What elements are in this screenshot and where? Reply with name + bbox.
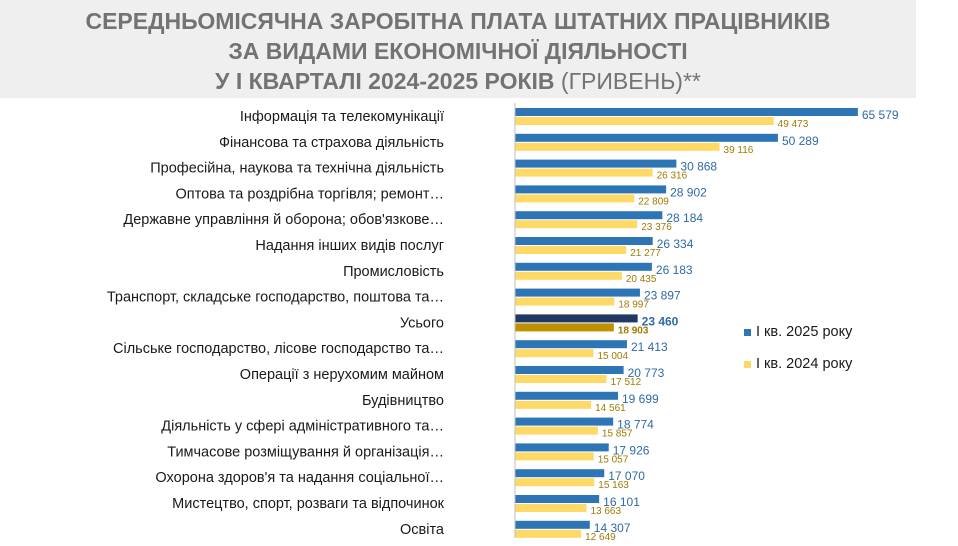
category-label: Усього bbox=[400, 315, 444, 331]
category-label: Фінансова та страхова діяльність bbox=[219, 135, 444, 151]
bar-2024 bbox=[515, 117, 774, 125]
bar-2025 bbox=[515, 340, 627, 349]
value-label-2024: 15 057 bbox=[598, 454, 629, 465]
value-label-2024: 17 512 bbox=[611, 377, 642, 388]
category-label: Транспорт, складське господарство, пошто… bbox=[107, 290, 444, 306]
legend-swatch-2025 bbox=[744, 328, 751, 336]
value-label-2024: 26 316 bbox=[657, 171, 688, 182]
category-label: Будівництво bbox=[362, 393, 444, 409]
category-label: Діяльність у сфері адміністративного та… bbox=[161, 419, 444, 435]
bar-2025 bbox=[515, 495, 600, 503]
value-label-2025: 17 070 bbox=[608, 469, 645, 483]
value-label-2025: 65 579 bbox=[862, 108, 899, 122]
bar-2024 bbox=[515, 478, 595, 487]
value-label-2024: 20 435 bbox=[626, 274, 657, 285]
legend-label-2025: І кв. 2025 року bbox=[756, 324, 853, 340]
value-label-2024: 13 663 bbox=[590, 506, 621, 517]
value-label-2024: 22 809 bbox=[638, 196, 669, 207]
category-label: Промисловість bbox=[343, 264, 444, 280]
bar-2024 bbox=[515, 504, 587, 512]
value-label-2025: 19 699 bbox=[622, 392, 659, 406]
bar-2024 bbox=[515, 142, 720, 151]
category-label: Оптова та роздрібна торгівля; ремонт… bbox=[176, 186, 445, 202]
bar-2024 bbox=[515, 271, 622, 280]
value-label-2025: 16 101 bbox=[603, 495, 640, 509]
value-label-2025: 18 774 bbox=[617, 418, 654, 432]
legend-item-2025: І кв. 2025 року bbox=[744, 324, 852, 340]
bar-2025 bbox=[515, 520, 590, 529]
bar-2025 bbox=[515, 391, 618, 400]
value-label-2024: 14 561 bbox=[595, 403, 626, 414]
value-label-2024: 18 903 bbox=[618, 325, 649, 336]
value-label-2024: 23 376 bbox=[641, 222, 672, 233]
category-label: Освіта bbox=[400, 522, 445, 538]
category-label: Тимчасове розміщування й організація… bbox=[167, 444, 444, 460]
legend-item-2024: І кв. 2024 року bbox=[744, 356, 852, 372]
bar-2025 bbox=[515, 237, 653, 245]
value-label-2025: 23 897 bbox=[644, 289, 681, 303]
category-label: Сільське господарство, лісове господарст… bbox=[113, 341, 444, 357]
bar-2024 bbox=[515, 375, 607, 383]
bar-2025 bbox=[515, 417, 614, 426]
bar-2024 bbox=[515, 426, 598, 435]
bar-2024 bbox=[515, 220, 638, 229]
bar-2024 bbox=[515, 246, 627, 254]
value-label-2025: 17 926 bbox=[613, 443, 650, 457]
value-label-2025: 28 902 bbox=[670, 185, 707, 199]
value-label-2025: 21 413 bbox=[631, 340, 668, 354]
bar-2025 bbox=[515, 262, 652, 271]
value-label-2025: 50 289 bbox=[782, 134, 819, 148]
value-label-2025: 28 184 bbox=[666, 211, 703, 225]
bar-2025 bbox=[515, 185, 667, 194]
value-label-2025: 30 868 bbox=[680, 160, 717, 174]
category-label: Операції з нерухомим майном bbox=[240, 367, 444, 383]
value-label-2025: 26 334 bbox=[657, 237, 694, 251]
chart-title-units: (ГРИВЕНЬ)** bbox=[554, 68, 701, 94]
value-label-2024: 15 004 bbox=[597, 351, 628, 362]
title-banner: СЕРЕДНЬОМІСЯЧНА ЗАРОБІТНА ПЛАТА ШТАТНИХ … bbox=[0, 0, 916, 98]
bar-2025 bbox=[515, 108, 858, 116]
category-label: Інформація та телекомунікації bbox=[240, 109, 444, 125]
bar-2024 bbox=[515, 452, 594, 461]
chart-title-period: У І КВАРТАЛІ 2024-2025 РОКІВ bbox=[215, 68, 555, 94]
value-label-2024: 21 277 bbox=[630, 248, 661, 259]
category-label: Мистецтво, спорт, розваги та відпочинок bbox=[172, 496, 444, 512]
chart-title-line3: У І КВАРТАЛІ 2024-2025 РОКІВ (ГРИВЕНЬ)** bbox=[0, 68, 916, 95]
bar-2025 bbox=[515, 366, 624, 374]
bar-2025 bbox=[515, 288, 640, 297]
category-label: Державне управління й оборона; обов'язко… bbox=[123, 212, 444, 228]
bar-2025 bbox=[515, 443, 609, 452]
chart-title-line1: СЕРЕДНЬОМІСЯЧНА ЗАРОБІТНА ПЛАТА ШТАТНИХ … bbox=[85, 8, 831, 34]
chart-title-line2: ЗА ВИДАМИ ЕКОНОМІЧНОЇ ДІЯЛЬНОСТІ bbox=[228, 38, 688, 64]
value-label-2024: 39 116 bbox=[724, 145, 754, 156]
bar-2025 bbox=[515, 314, 638, 323]
category-label: Охорона здоров'я та надання соціальної… bbox=[155, 470, 444, 486]
bar-2025 bbox=[515, 133, 778, 142]
bar-2024 bbox=[515, 529, 582, 538]
value-label-2024: 49 473 bbox=[778, 119, 809, 130]
bar-2025 bbox=[515, 159, 677, 168]
bar-2024 bbox=[515, 194, 635, 203]
value-label-2024: 15 857 bbox=[602, 429, 633, 440]
value-label-2024: 15 163 bbox=[598, 480, 629, 491]
legend-label-2024: І кв. 2024 року bbox=[756, 356, 853, 372]
bar-2025 bbox=[515, 211, 663, 220]
value-label-2025: 26 183 bbox=[656, 263, 693, 277]
legend-swatch-2024 bbox=[744, 360, 751, 368]
bar-2024 bbox=[515, 400, 592, 409]
value-label-2024: 18 997 bbox=[618, 300, 649, 311]
category-label: Надання інших видів послуг bbox=[255, 238, 444, 254]
bar-2024 bbox=[515, 168, 653, 177]
value-label-2025: 23 460 bbox=[642, 314, 679, 328]
value-label-2025: 20 773 bbox=[628, 366, 665, 380]
bar-2024 bbox=[515, 323, 614, 332]
bar-2024 bbox=[515, 297, 615, 306]
category-label: Професійна, наукова та технічна діяльніс… bbox=[150, 161, 444, 177]
value-label-2025: 14 307 bbox=[594, 521, 631, 535]
bar-2024 bbox=[515, 349, 594, 358]
bar-2025 bbox=[515, 469, 605, 478]
value-label-2024: 12 649 bbox=[585, 532, 616, 543]
